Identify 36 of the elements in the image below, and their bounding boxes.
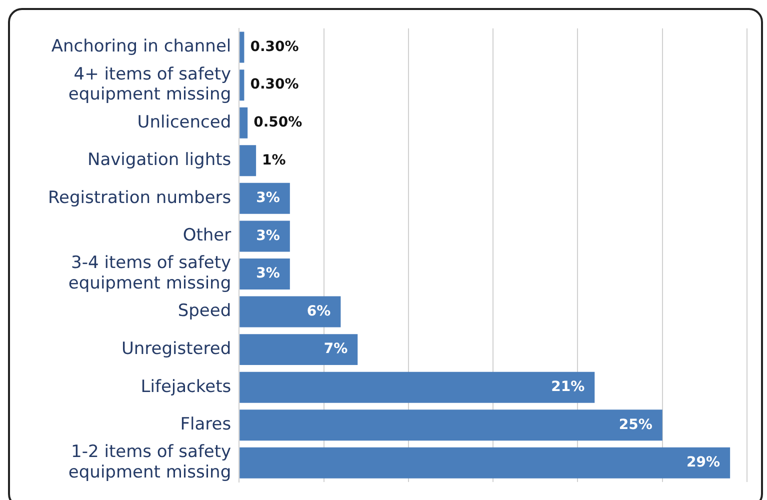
data-label: 25% (618, 416, 652, 433)
bar (240, 410, 662, 441)
bar (240, 372, 595, 403)
bar (240, 334, 358, 366)
data-label: 21% (551, 378, 585, 395)
bar (240, 32, 244, 63)
bar (240, 182, 290, 214)
y-tick-label: Lifejackets (140, 376, 232, 397)
data-label: 0.50% (254, 114, 302, 130)
y-tick-label: Other (182, 226, 232, 246)
y-tick-label: Registration numbers (48, 188, 232, 208)
bar (240, 447, 730, 478)
y-tick-label: Speed (178, 301, 232, 322)
y-tick-label: Unregistered (121, 338, 232, 359)
data-label: 3% (256, 266, 280, 282)
y-tick-label: Flares (180, 414, 232, 435)
data-label: 0.30% (250, 76, 299, 93)
bar (240, 296, 341, 328)
data-label: 1% (262, 152, 286, 168)
bar (240, 145, 256, 176)
bar (240, 220, 290, 252)
data-label: 0.30% (250, 38, 299, 55)
y-tick-label: Unlicenced (137, 112, 232, 132)
y-tick-label: Navigation lights (87, 150, 232, 170)
y-tick-label: 4+ items of safety equipment missing (68, 64, 232, 105)
bar (240, 107, 248, 138)
data-label: 7% (324, 341, 348, 358)
bar (240, 70, 244, 101)
bar (240, 258, 290, 290)
data-label: 3% (256, 228, 280, 244)
data-label: 6% (306, 303, 331, 320)
y-tick-label: 3-4 items of safety equipment missing (68, 253, 232, 294)
y-tick-label: 1-2 items of safety equipment missing (68, 442, 232, 483)
data-label: 29% (686, 454, 720, 471)
data-label: 3% (256, 190, 280, 206)
y-tick-label: Anchoring in channel (51, 36, 232, 57)
